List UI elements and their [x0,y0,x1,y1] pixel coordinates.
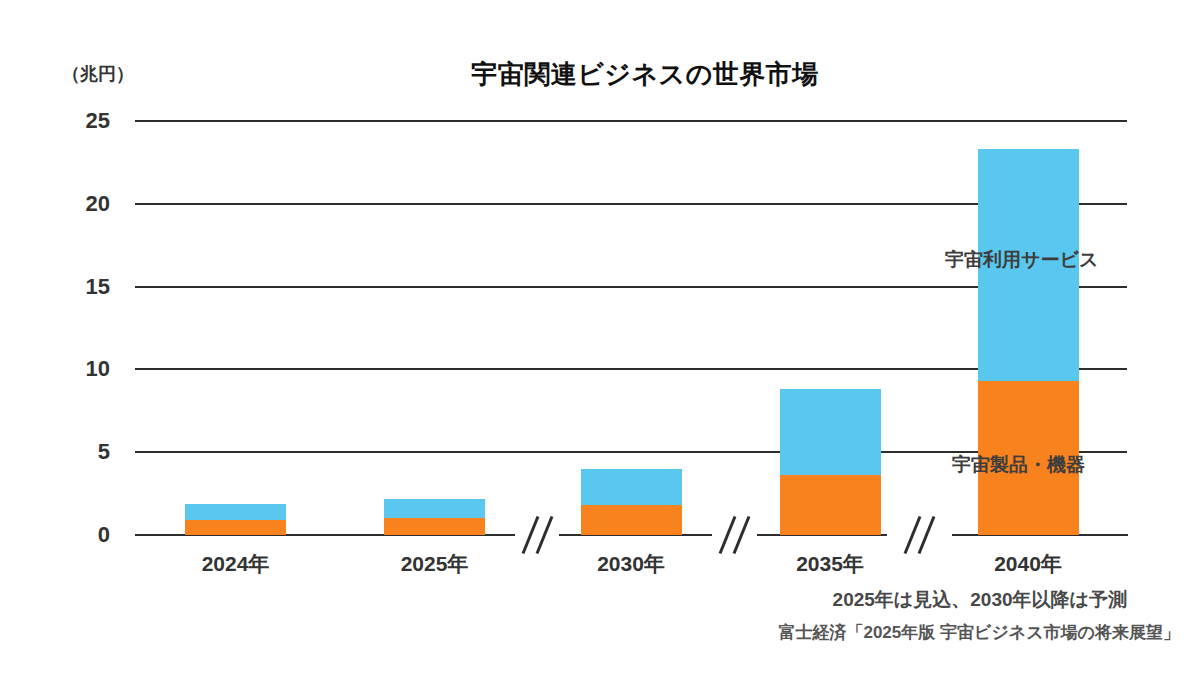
chart-canvas: （兆円） 宇宙関連ビジネスの世界市場 05101520252024年2025年2… [0,0,1200,675]
footnote-note: 2025年は見込、2030年以降は予測 [833,587,1127,613]
y-tick-label-20: 20 [40,190,110,218]
y-tick-label-25: 25 [40,107,110,135]
bar-services-2024年 [185,504,286,521]
y-tick-label-10: 10 [40,355,110,383]
bar-products-2024年 [185,520,286,535]
axis-break-mark-2-1 [918,516,936,554]
bar-products-2035年 [780,475,881,535]
bar-services-2030年 [581,469,682,505]
x-axis-label-2025年: 2025年 [365,550,505,578]
footnote-source: 富士経済「2025年版 宇宙ビジネス市場の将来展望」 [778,621,1180,644]
bar-services-2035年 [780,389,881,475]
bar-services-2025年 [384,499,485,519]
chart-title: 宇宙関連ビジネスの世界市場 [90,57,1200,92]
x-axis-label-2030年: 2030年 [561,550,701,578]
bar-products-2025年 [384,518,485,535]
series-label-products: 宇宙製品・機器 [952,452,1085,478]
x-axis-label-2040年: 2040年 [958,550,1098,578]
y-tick-label-15: 15 [40,273,110,301]
axis-break-mark-0-1 [535,516,553,554]
series-label-services: 宇宙利用サービス [945,247,1098,273]
x-axis-label-2024年: 2024年 [166,550,306,578]
axis-break-mark-1-1 [733,516,751,554]
bar-products-2030年 [581,505,682,535]
gridline-25 [135,120,1127,122]
y-tick-label-0: 0 [40,521,110,549]
y-tick-label-5: 5 [40,438,110,466]
x-axis-label-2035年: 2035年 [760,550,900,578]
